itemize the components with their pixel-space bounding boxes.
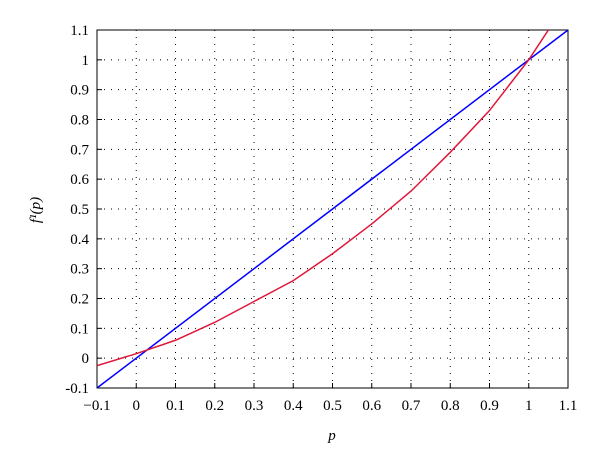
x-tick-label: 0.7 [402,398,421,414]
x-tick-label: 0.2 [205,398,224,414]
x-tick-label: 1.1 [559,398,578,414]
x-tick-label: 0.3 [245,398,264,414]
x-tick-label: 0.4 [284,398,303,414]
y-tick-label: 0.4 [70,232,89,248]
y-tick-label: 0.3 [70,262,89,278]
y-tick-label: 0.2 [70,292,89,308]
y-tick-label: 1.1 [70,23,89,39]
plot-frame [96,29,569,389]
x-tick-label: 0.9 [480,398,499,414]
line-series [97,30,568,388]
x-tick-label: −0.1 [83,398,110,414]
y-tick-label: 0.1 [70,321,89,337]
x-tick-label: 0.8 [441,398,460,414]
x-axis-label: p [327,428,336,444]
x-tick-label: 1 [525,398,533,414]
y-tick-label: 0.8 [70,113,89,129]
y-tick-label: 0.5 [70,202,89,218]
y-tick-label: 0.7 [70,142,89,158]
x-tick-label: 0.6 [362,398,381,414]
y-tick-label: 0.6 [70,172,89,188]
x-tick-label: 0.5 [323,398,342,414]
x-tick-label: 0 [133,398,141,414]
y-axis-label: f¹(p) [28,197,44,223]
y-tick-label: 1 [82,53,90,69]
y-tick-label: 0 [82,351,90,367]
y-tick-label: -0.1 [65,381,89,397]
x-tick-label: 0.1 [166,398,185,414]
line-series [97,30,550,367]
y-tick-label: 0.9 [70,83,89,99]
